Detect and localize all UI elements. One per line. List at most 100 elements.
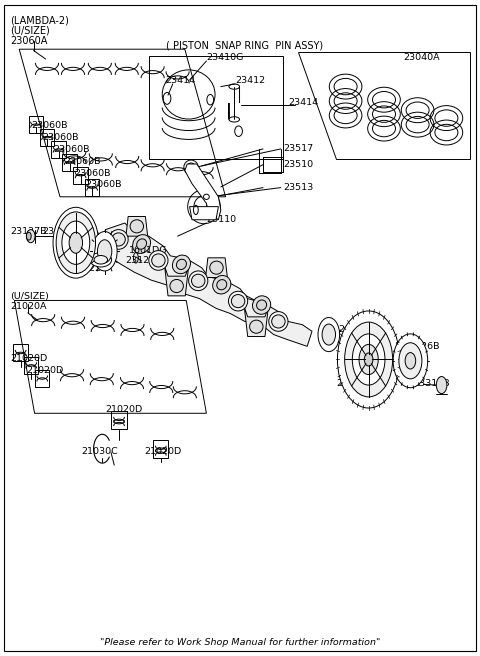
Text: 23110: 23110 xyxy=(206,215,237,224)
Bar xyxy=(29,116,43,133)
Text: 21020D: 21020D xyxy=(106,405,143,415)
Text: 21030C: 21030C xyxy=(82,447,119,456)
Ellipse shape xyxy=(210,261,223,274)
Text: 23517: 23517 xyxy=(283,144,313,154)
Text: 21020D: 21020D xyxy=(144,447,181,456)
Text: 21020A: 21020A xyxy=(11,302,47,311)
Ellipse shape xyxy=(399,342,422,379)
Ellipse shape xyxy=(337,311,400,408)
Ellipse shape xyxy=(177,259,186,270)
Text: 23124B: 23124B xyxy=(42,227,79,236)
Bar xyxy=(111,411,127,429)
Polygon shape xyxy=(204,258,228,287)
Ellipse shape xyxy=(170,279,183,293)
Text: 23125: 23125 xyxy=(125,256,155,265)
Text: 23127B: 23127B xyxy=(11,227,47,236)
Text: 21121A: 21121A xyxy=(322,325,358,334)
Ellipse shape xyxy=(318,318,340,352)
Ellipse shape xyxy=(252,296,271,314)
Ellipse shape xyxy=(97,239,112,263)
Text: 21020D: 21020D xyxy=(11,354,48,363)
Text: 23510: 23510 xyxy=(283,160,313,169)
Ellipse shape xyxy=(192,274,205,287)
Ellipse shape xyxy=(228,291,248,311)
Ellipse shape xyxy=(94,255,108,264)
Text: 23040A: 23040A xyxy=(403,53,440,62)
Text: 21020D: 21020D xyxy=(26,366,63,375)
Ellipse shape xyxy=(152,254,165,267)
Text: 23060B: 23060B xyxy=(53,145,89,154)
Text: 23060B: 23060B xyxy=(42,133,79,142)
Ellipse shape xyxy=(62,221,90,264)
Ellipse shape xyxy=(213,276,231,294)
Ellipse shape xyxy=(149,251,168,270)
Text: (LAMBDA-2): (LAMBDA-2) xyxy=(11,16,70,26)
Polygon shape xyxy=(14,300,206,413)
Ellipse shape xyxy=(69,232,83,253)
Ellipse shape xyxy=(92,232,117,271)
Bar xyxy=(40,129,54,146)
Polygon shape xyxy=(244,307,268,337)
Ellipse shape xyxy=(272,315,285,328)
Ellipse shape xyxy=(53,207,99,278)
Ellipse shape xyxy=(26,232,31,240)
Text: 23410G: 23410G xyxy=(206,53,244,62)
Text: 23122A: 23122A xyxy=(71,264,108,274)
Bar xyxy=(62,154,77,171)
Ellipse shape xyxy=(436,377,447,394)
Polygon shape xyxy=(298,52,470,159)
Bar xyxy=(13,344,28,361)
Text: (U/SIZE): (U/SIZE) xyxy=(11,292,49,301)
Bar xyxy=(24,357,38,374)
Ellipse shape xyxy=(345,322,393,397)
Text: 23060B: 23060B xyxy=(31,121,68,131)
Text: 1601DG: 1601DG xyxy=(129,246,167,255)
Polygon shape xyxy=(98,223,312,346)
Ellipse shape xyxy=(250,320,263,333)
Text: ( PISTON  SNAP RING  PIN ASSY): ( PISTON SNAP RING PIN ASSY) xyxy=(166,41,324,51)
Text: 23060B: 23060B xyxy=(85,180,122,190)
Text: 23414: 23414 xyxy=(288,98,318,108)
Polygon shape xyxy=(165,266,189,296)
Ellipse shape xyxy=(405,353,416,369)
Ellipse shape xyxy=(172,255,191,274)
Polygon shape xyxy=(19,49,226,197)
Text: 23226B: 23226B xyxy=(403,342,440,351)
Bar xyxy=(149,56,283,159)
Text: 23412: 23412 xyxy=(235,76,265,85)
Ellipse shape xyxy=(352,334,385,385)
Text: 23414: 23414 xyxy=(166,76,196,85)
Ellipse shape xyxy=(112,233,125,246)
Ellipse shape xyxy=(359,344,378,375)
Ellipse shape xyxy=(231,295,245,308)
Text: 23060B: 23060B xyxy=(74,169,111,178)
Ellipse shape xyxy=(56,212,96,274)
Bar xyxy=(73,167,88,184)
Ellipse shape xyxy=(322,324,336,345)
Bar xyxy=(153,440,168,458)
Polygon shape xyxy=(125,216,149,246)
Text: 23060A: 23060A xyxy=(11,35,48,46)
Text: 23513: 23513 xyxy=(283,183,313,192)
Ellipse shape xyxy=(137,239,146,249)
Text: 23200D: 23200D xyxy=(336,379,373,388)
Ellipse shape xyxy=(393,334,428,388)
Text: 23121A: 23121A xyxy=(89,238,125,247)
Bar xyxy=(51,141,66,158)
Bar xyxy=(35,370,49,387)
Ellipse shape xyxy=(189,271,208,291)
Text: 23060B: 23060B xyxy=(64,157,100,166)
Ellipse shape xyxy=(269,312,288,331)
Ellipse shape xyxy=(132,235,151,253)
Bar xyxy=(85,179,99,196)
Polygon shape xyxy=(190,207,218,220)
Polygon shape xyxy=(185,164,221,220)
Ellipse shape xyxy=(109,230,128,249)
Text: (U/SIZE): (U/SIZE) xyxy=(11,26,50,36)
Ellipse shape xyxy=(90,253,111,267)
Ellipse shape xyxy=(257,300,266,310)
Ellipse shape xyxy=(26,230,35,243)
Ellipse shape xyxy=(364,353,373,366)
Text: "Please refer to Work Shop Manual for further information": "Please refer to Work Shop Manual for fu… xyxy=(100,638,380,647)
Ellipse shape xyxy=(130,220,144,233)
